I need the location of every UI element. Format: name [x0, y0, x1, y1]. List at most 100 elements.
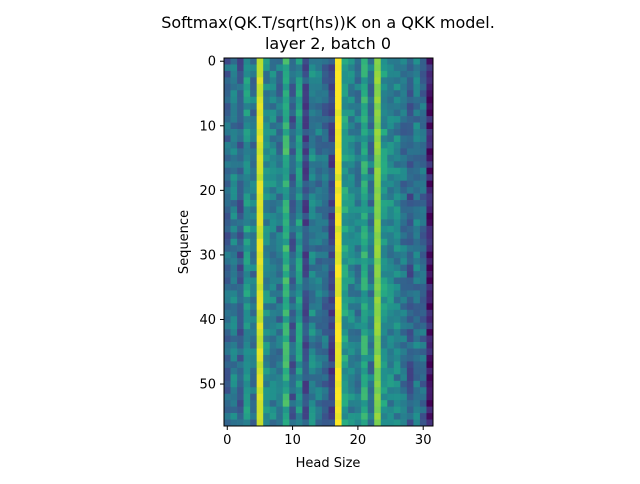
heatmap-cell — [413, 277, 421, 285]
heatmap-cell — [380, 406, 388, 414]
heatmap-cell — [341, 277, 349, 285]
heatmap-cell — [321, 264, 329, 272]
heatmap-cell — [393, 219, 401, 227]
heatmap-cell — [367, 309, 375, 317]
heatmap-cell — [413, 161, 421, 169]
heatmap-cell — [321, 70, 329, 78]
heatmap-cell — [315, 135, 323, 143]
heatmap-cell — [243, 380, 251, 388]
heatmap-cell — [406, 167, 414, 175]
heatmap-cell — [237, 109, 244, 117]
heatmap-cell — [302, 251, 310, 259]
heatmap-cell — [406, 122, 414, 130]
heatmap-cell — [308, 335, 316, 343]
heatmap-cell — [224, 70, 231, 78]
heatmap-cell — [341, 400, 349, 407]
heatmap-cell — [230, 316, 238, 324]
heatmap-cell — [335, 193, 342, 201]
heatmap-cell — [387, 200, 395, 207]
heatmap-cell — [315, 316, 323, 324]
heatmap-cell — [256, 219, 264, 227]
heatmap-cell — [406, 206, 414, 214]
heatmap-cell — [335, 96, 342, 104]
heatmap-cell — [269, 83, 277, 91]
heatmap-cell — [315, 290, 323, 298]
heatmap-cell — [348, 296, 355, 304]
heatmap-cell — [250, 322, 258, 330]
heatmap-cell — [361, 161, 369, 169]
heatmap-cell — [276, 271, 284, 278]
heatmap-cell — [302, 316, 310, 324]
heatmap-cell — [348, 232, 355, 240]
heatmap-cell — [354, 380, 362, 388]
heatmap-cell — [302, 271, 310, 278]
heatmap-cell — [328, 219, 336, 227]
heatmap-cell — [289, 232, 297, 240]
heatmap-cell — [224, 361, 231, 369]
heatmap-cell — [367, 116, 375, 123]
heatmap-cell — [367, 167, 375, 175]
heatmap-cell — [328, 335, 336, 343]
heatmap-cell — [400, 167, 408, 175]
heatmap-cell — [263, 329, 271, 336]
heatmap-cell — [302, 309, 310, 317]
heatmap-cell — [302, 335, 310, 343]
heatmap-cell — [315, 406, 323, 414]
heatmap-cell — [426, 154, 434, 162]
heatmap-cell — [400, 296, 408, 304]
heatmap-cell — [380, 290, 388, 298]
heatmap-cell — [276, 212, 284, 220]
heatmap-cell — [335, 200, 342, 207]
heatmap-cell — [321, 109, 329, 117]
heatmap-cell — [335, 283, 342, 291]
heatmap-cell — [406, 83, 414, 91]
heatmap-cell — [237, 335, 244, 343]
heatmap-cell — [289, 167, 297, 175]
heatmap-cell — [269, 400, 277, 407]
heatmap-cell — [224, 290, 231, 298]
heatmap-cell — [263, 245, 271, 253]
heatmap-cell — [289, 296, 297, 304]
heatmap-cell — [230, 232, 238, 240]
heatmap-cell — [289, 419, 297, 427]
heatmap-cell — [419, 419, 427, 427]
heatmap-cell — [256, 258, 264, 265]
heatmap-cell — [335, 393, 342, 401]
heatmap-cell — [348, 374, 355, 382]
heatmap-cell — [250, 109, 258, 117]
heatmap-cell — [250, 212, 258, 220]
heatmap-cell — [250, 187, 258, 194]
heatmap-cell — [387, 367, 395, 375]
heatmap-cell — [426, 225, 434, 233]
heatmap-cell — [348, 393, 355, 401]
heatmap-cell — [289, 83, 297, 91]
heatmap-cell — [250, 167, 258, 175]
heatmap-cell — [302, 167, 310, 175]
heatmap-cell — [230, 77, 238, 85]
heatmap-cell — [406, 96, 414, 104]
heatmap-cell — [269, 77, 277, 85]
heatmap-cell — [243, 283, 251, 291]
heatmap-cell — [426, 148, 434, 156]
heatmap-cell — [269, 296, 277, 304]
heatmap-cell — [328, 387, 336, 395]
heatmap-cell — [263, 406, 271, 414]
heatmap-cell — [243, 96, 251, 104]
heatmap-cell — [400, 283, 408, 291]
heatmap-cell — [374, 309, 382, 317]
heatmap-cell — [328, 290, 336, 298]
heatmap-cell — [387, 225, 395, 233]
heatmap-cell — [354, 296, 362, 304]
heatmap-cell — [237, 83, 244, 91]
heatmap-cell — [250, 380, 258, 388]
heatmap-cell — [413, 135, 421, 143]
heatmap-cell — [413, 141, 421, 149]
heatmap-cell — [237, 219, 244, 227]
heatmap-cell — [295, 187, 303, 194]
heatmap-cell — [321, 219, 329, 227]
heatmap-cell — [256, 283, 264, 291]
heatmap-cell — [387, 406, 395, 414]
heatmap-cell — [224, 283, 231, 291]
heatmap-cell — [335, 70, 342, 78]
heatmap-cell — [243, 348, 251, 356]
